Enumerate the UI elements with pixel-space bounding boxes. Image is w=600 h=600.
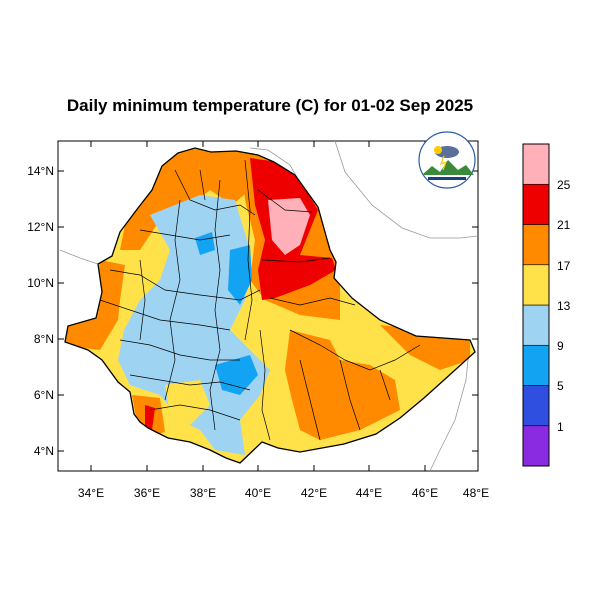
lat-label: 10°N xyxy=(27,276,54,290)
lat-label: 4°N xyxy=(34,444,54,458)
legend-swatch xyxy=(522,183,550,225)
legend-swatch xyxy=(522,304,550,346)
country-outline xyxy=(64,147,476,464)
legend-swatch xyxy=(522,344,550,386)
map-title: Daily minimum temperature (C) for 01-02 … xyxy=(66,96,474,115)
legend-swatch xyxy=(522,264,550,306)
lon-label: 36°E xyxy=(134,486,160,500)
legend-swatch xyxy=(522,143,550,185)
lon-tick-labels: 34°E 36°E 38°E 40°E 42°E 44°E 46°E 48°E xyxy=(78,486,489,500)
lon-label: 34°E xyxy=(78,486,104,500)
lon-label: 42°E xyxy=(301,486,327,500)
legend-swatch xyxy=(522,385,550,427)
legend-label: 17 xyxy=(557,259,571,273)
legend-label: 25 xyxy=(557,178,571,192)
legend-swatch xyxy=(522,224,550,266)
lon-tick-marks xyxy=(90,141,426,471)
lon-label: 48°E xyxy=(463,486,489,500)
lat-label: 8°N xyxy=(34,332,54,346)
lat-label: 12°N xyxy=(27,220,54,234)
lat-tick-labels: 14°N 12°N 10°N 8°N 6°N 4°N xyxy=(27,164,54,458)
lon-label: 40°E xyxy=(245,486,271,500)
lat-label: 6°N xyxy=(34,388,54,402)
legend-label: 13 xyxy=(557,299,571,313)
legend-label: 9 xyxy=(557,339,564,353)
lon-label: 46°E xyxy=(412,486,438,500)
weather-agency-logo-icon xyxy=(418,131,476,189)
legend-colorbar xyxy=(522,143,550,467)
legend-label: 1 xyxy=(557,420,564,434)
lon-label: 44°E xyxy=(356,486,382,500)
legend-frame xyxy=(522,143,550,467)
lat-label: 14°N xyxy=(27,164,54,178)
legend-label: 5 xyxy=(557,379,564,393)
legend-swatch xyxy=(522,425,550,467)
admin-boundaries xyxy=(99,159,421,441)
legend-labels: 25 21 17 13 9 5 1 xyxy=(557,178,571,434)
lon-label: 38°E xyxy=(190,486,216,500)
legend-label: 21 xyxy=(557,218,571,232)
